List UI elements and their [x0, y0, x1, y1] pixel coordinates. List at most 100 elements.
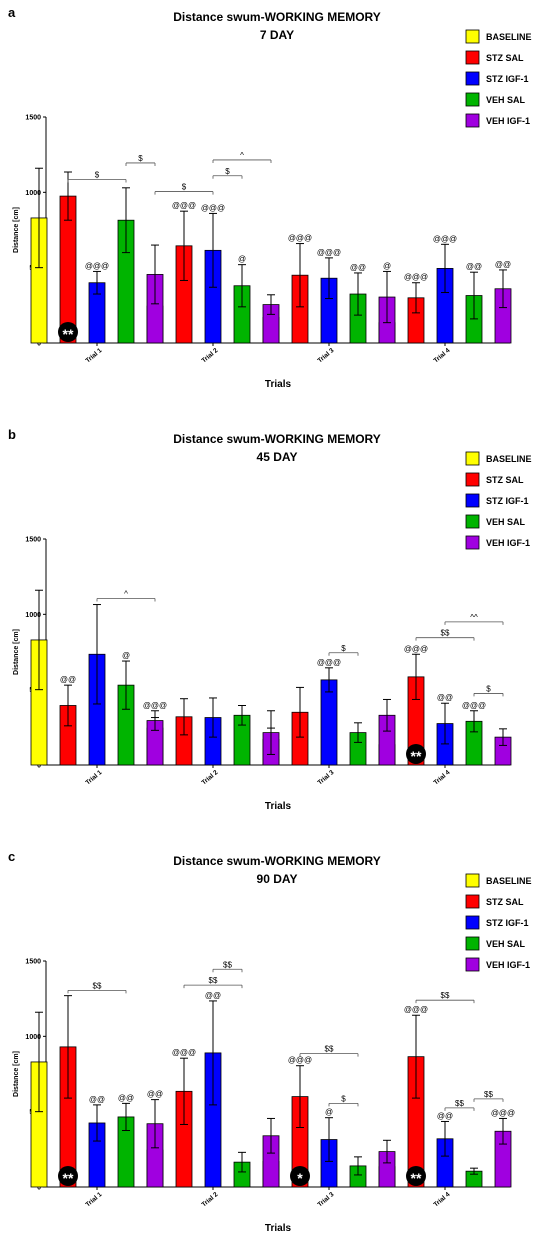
legend-label: STZ SAL [486, 53, 524, 63]
chart-subtitle: 7 DAY [260, 28, 294, 42]
significance-marker [58, 322, 78, 342]
significance-label: @@ [495, 260, 511, 269]
x-tick-label: Trial 2 [201, 769, 220, 787]
significance-label: @ [383, 261, 391, 270]
significance-label: @@ [89, 1095, 105, 1104]
x-tick-label: Trial 4 [433, 347, 452, 365]
significance-label: @@@ [404, 1005, 428, 1014]
legend-swatch [465, 29, 480, 44]
significance-label: @@@ [143, 701, 167, 710]
chart-title: Distance swum-WORKING MEMORY [173, 854, 381, 868]
legend-label: STZ IGF-1 [486, 496, 529, 506]
significance-label: @@ [437, 1111, 453, 1120]
y-tick-label: 1000 [25, 1034, 41, 1041]
significance-marker [58, 1166, 78, 1186]
significance-label: @@@ [288, 1056, 312, 1065]
x-axis-label: Trials [265, 801, 292, 812]
y-tick-label: 1500 [25, 537, 41, 544]
legend-swatch [465, 92, 480, 107]
significance-label: @ [122, 651, 130, 660]
legend-swatch [465, 113, 480, 128]
x-tick-label: Trial 3 [317, 769, 336, 787]
significance-marker-label: ** [411, 1170, 422, 1186]
y-tick-label: 1500 [25, 115, 41, 122]
comparison-label: $$ [209, 976, 218, 985]
legend-label: VEH SAL [486, 517, 526, 527]
y-tick-label: 0 [37, 341, 41, 348]
legend-swatch [465, 936, 480, 951]
significance-label: @@ [205, 991, 221, 1000]
legend-swatch [465, 894, 480, 909]
bar [320, 679, 338, 766]
x-tick-label: Trial 4 [433, 769, 452, 787]
x-tick-label: Trial 2 [201, 1191, 220, 1209]
legend-swatch [465, 50, 480, 65]
legend-label: VEH IGF-1 [486, 960, 530, 970]
significance-marker [290, 1166, 310, 1186]
significance-label: @@@ [404, 644, 428, 653]
legend-swatch [465, 873, 480, 888]
x-axis-label: Trials [265, 1223, 292, 1234]
y-tick-label: 0 [37, 763, 41, 770]
legend-swatch [465, 451, 480, 466]
chart-title: Distance swum-WORKING MEMORY [173, 432, 381, 446]
significance-label: @ [238, 255, 246, 264]
panel-letter: a [8, 5, 16, 20]
significance-label: @@@ [172, 201, 196, 210]
legend-swatch [465, 472, 480, 487]
significance-label: @@@ [172, 1048, 196, 1057]
x-tick-label: Trial 4 [433, 1191, 452, 1209]
comparison-label: $ [95, 171, 100, 180]
legend-label: VEH IGF-1 [486, 538, 530, 548]
comparison-label: $$ [455, 1099, 464, 1108]
x-tick-label: Trial 1 [85, 769, 104, 787]
legend-label: STZ IGF-1 [486, 74, 529, 84]
legend-label: STZ SAL [486, 897, 524, 907]
legend-label: STZ IGF-1 [486, 918, 529, 928]
significance-label: @@@ [85, 261, 109, 270]
significance-label: @@ [437, 693, 453, 702]
legend-label: BASELINE [486, 454, 532, 464]
comparison-label: $$ [484, 1090, 493, 1099]
legend-swatch [465, 915, 480, 930]
panel-letter: b [8, 427, 16, 442]
legend-label: BASELINE [486, 876, 532, 886]
chart-subtitle: 45 DAY [257, 450, 298, 464]
significance-marker-label: ** [63, 1170, 74, 1186]
chart-title: Distance swum-WORKING MEMORY [173, 10, 381, 24]
significance-label: @@@ [317, 658, 341, 667]
comparison-label: ^^ [470, 613, 478, 622]
significance-marker-label: ** [411, 748, 422, 764]
y-axis-label: Distance [cm] [13, 207, 20, 253]
legend-label: BASELINE [486, 32, 532, 42]
x-tick-label: Trial 2 [201, 347, 220, 365]
x-tick-label: Trial 1 [85, 1191, 104, 1209]
comparison-label: $$ [441, 629, 450, 638]
comparison-label: $$ [223, 960, 232, 969]
significance-label: @@@ [201, 203, 225, 212]
legend-swatch [465, 535, 480, 550]
y-axis-label: Distance [cm] [13, 1051, 20, 1097]
significance-label: @@ [118, 1093, 134, 1102]
significance-label: @@@ [491, 1108, 515, 1117]
legend-label: STZ SAL [486, 475, 524, 485]
significance-marker [406, 1166, 426, 1186]
significance-label: @@@ [288, 234, 312, 243]
legend-swatch [465, 71, 480, 86]
significance-marker-label: * [297, 1170, 303, 1186]
legend-swatch [465, 514, 480, 529]
significance-label: @@ [147, 1090, 163, 1099]
significance-label: @@ [350, 263, 366, 272]
y-axis-label: Distance [cm] [13, 629, 20, 675]
y-tick-label: 0 [37, 1185, 41, 1192]
x-axis-label: Trials [265, 379, 292, 390]
significance-label: @@@ [317, 248, 341, 257]
panel-letter: c [8, 849, 15, 864]
significance-label: @@@ [462, 701, 486, 710]
significance-label: @@ [466, 262, 482, 271]
x-tick-label: Trial 1 [85, 347, 104, 365]
